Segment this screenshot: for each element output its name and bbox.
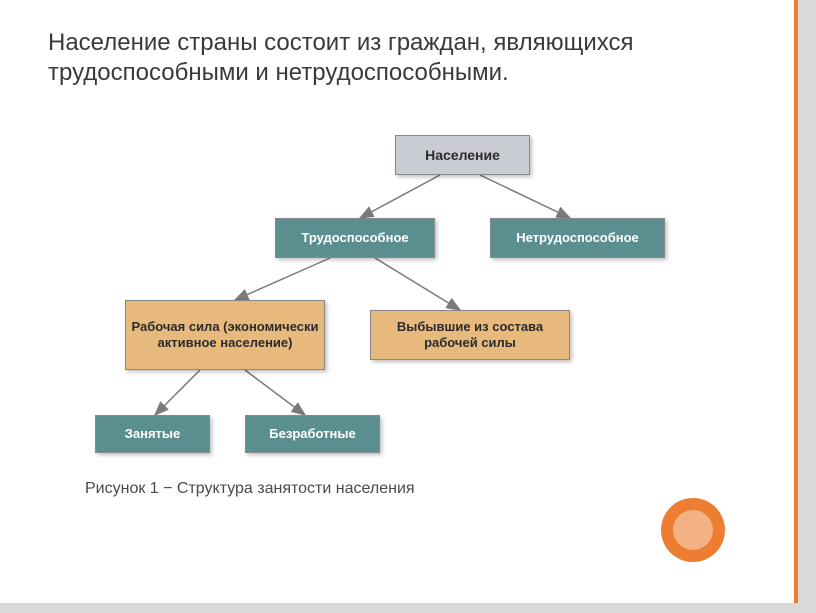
edge-workforce-employed (155, 370, 200, 415)
node-workforce: Рабочая сила (экономически активное насе… (125, 300, 325, 370)
edge-able-workforce (235, 258, 330, 300)
edge-population-unable (480, 175, 570, 218)
figure-caption: Рисунок 1 − Структура занятости населени… (85, 480, 415, 498)
node-left_wf: Выбывшие из состава рабочей силы (370, 310, 570, 360)
decorative-circle-inner (673, 510, 713, 550)
edge-able-left_wf (375, 258, 460, 310)
edge-workforce-unemployed (245, 370, 305, 415)
edge-population-able (360, 175, 440, 218)
node-employed: Занятые (95, 415, 210, 453)
node-population: Население (395, 135, 530, 175)
node-unemployed: Безработные (245, 415, 380, 453)
node-able: Трудоспособное (275, 218, 435, 258)
node-unable: Нетрудоспособное (490, 218, 665, 258)
